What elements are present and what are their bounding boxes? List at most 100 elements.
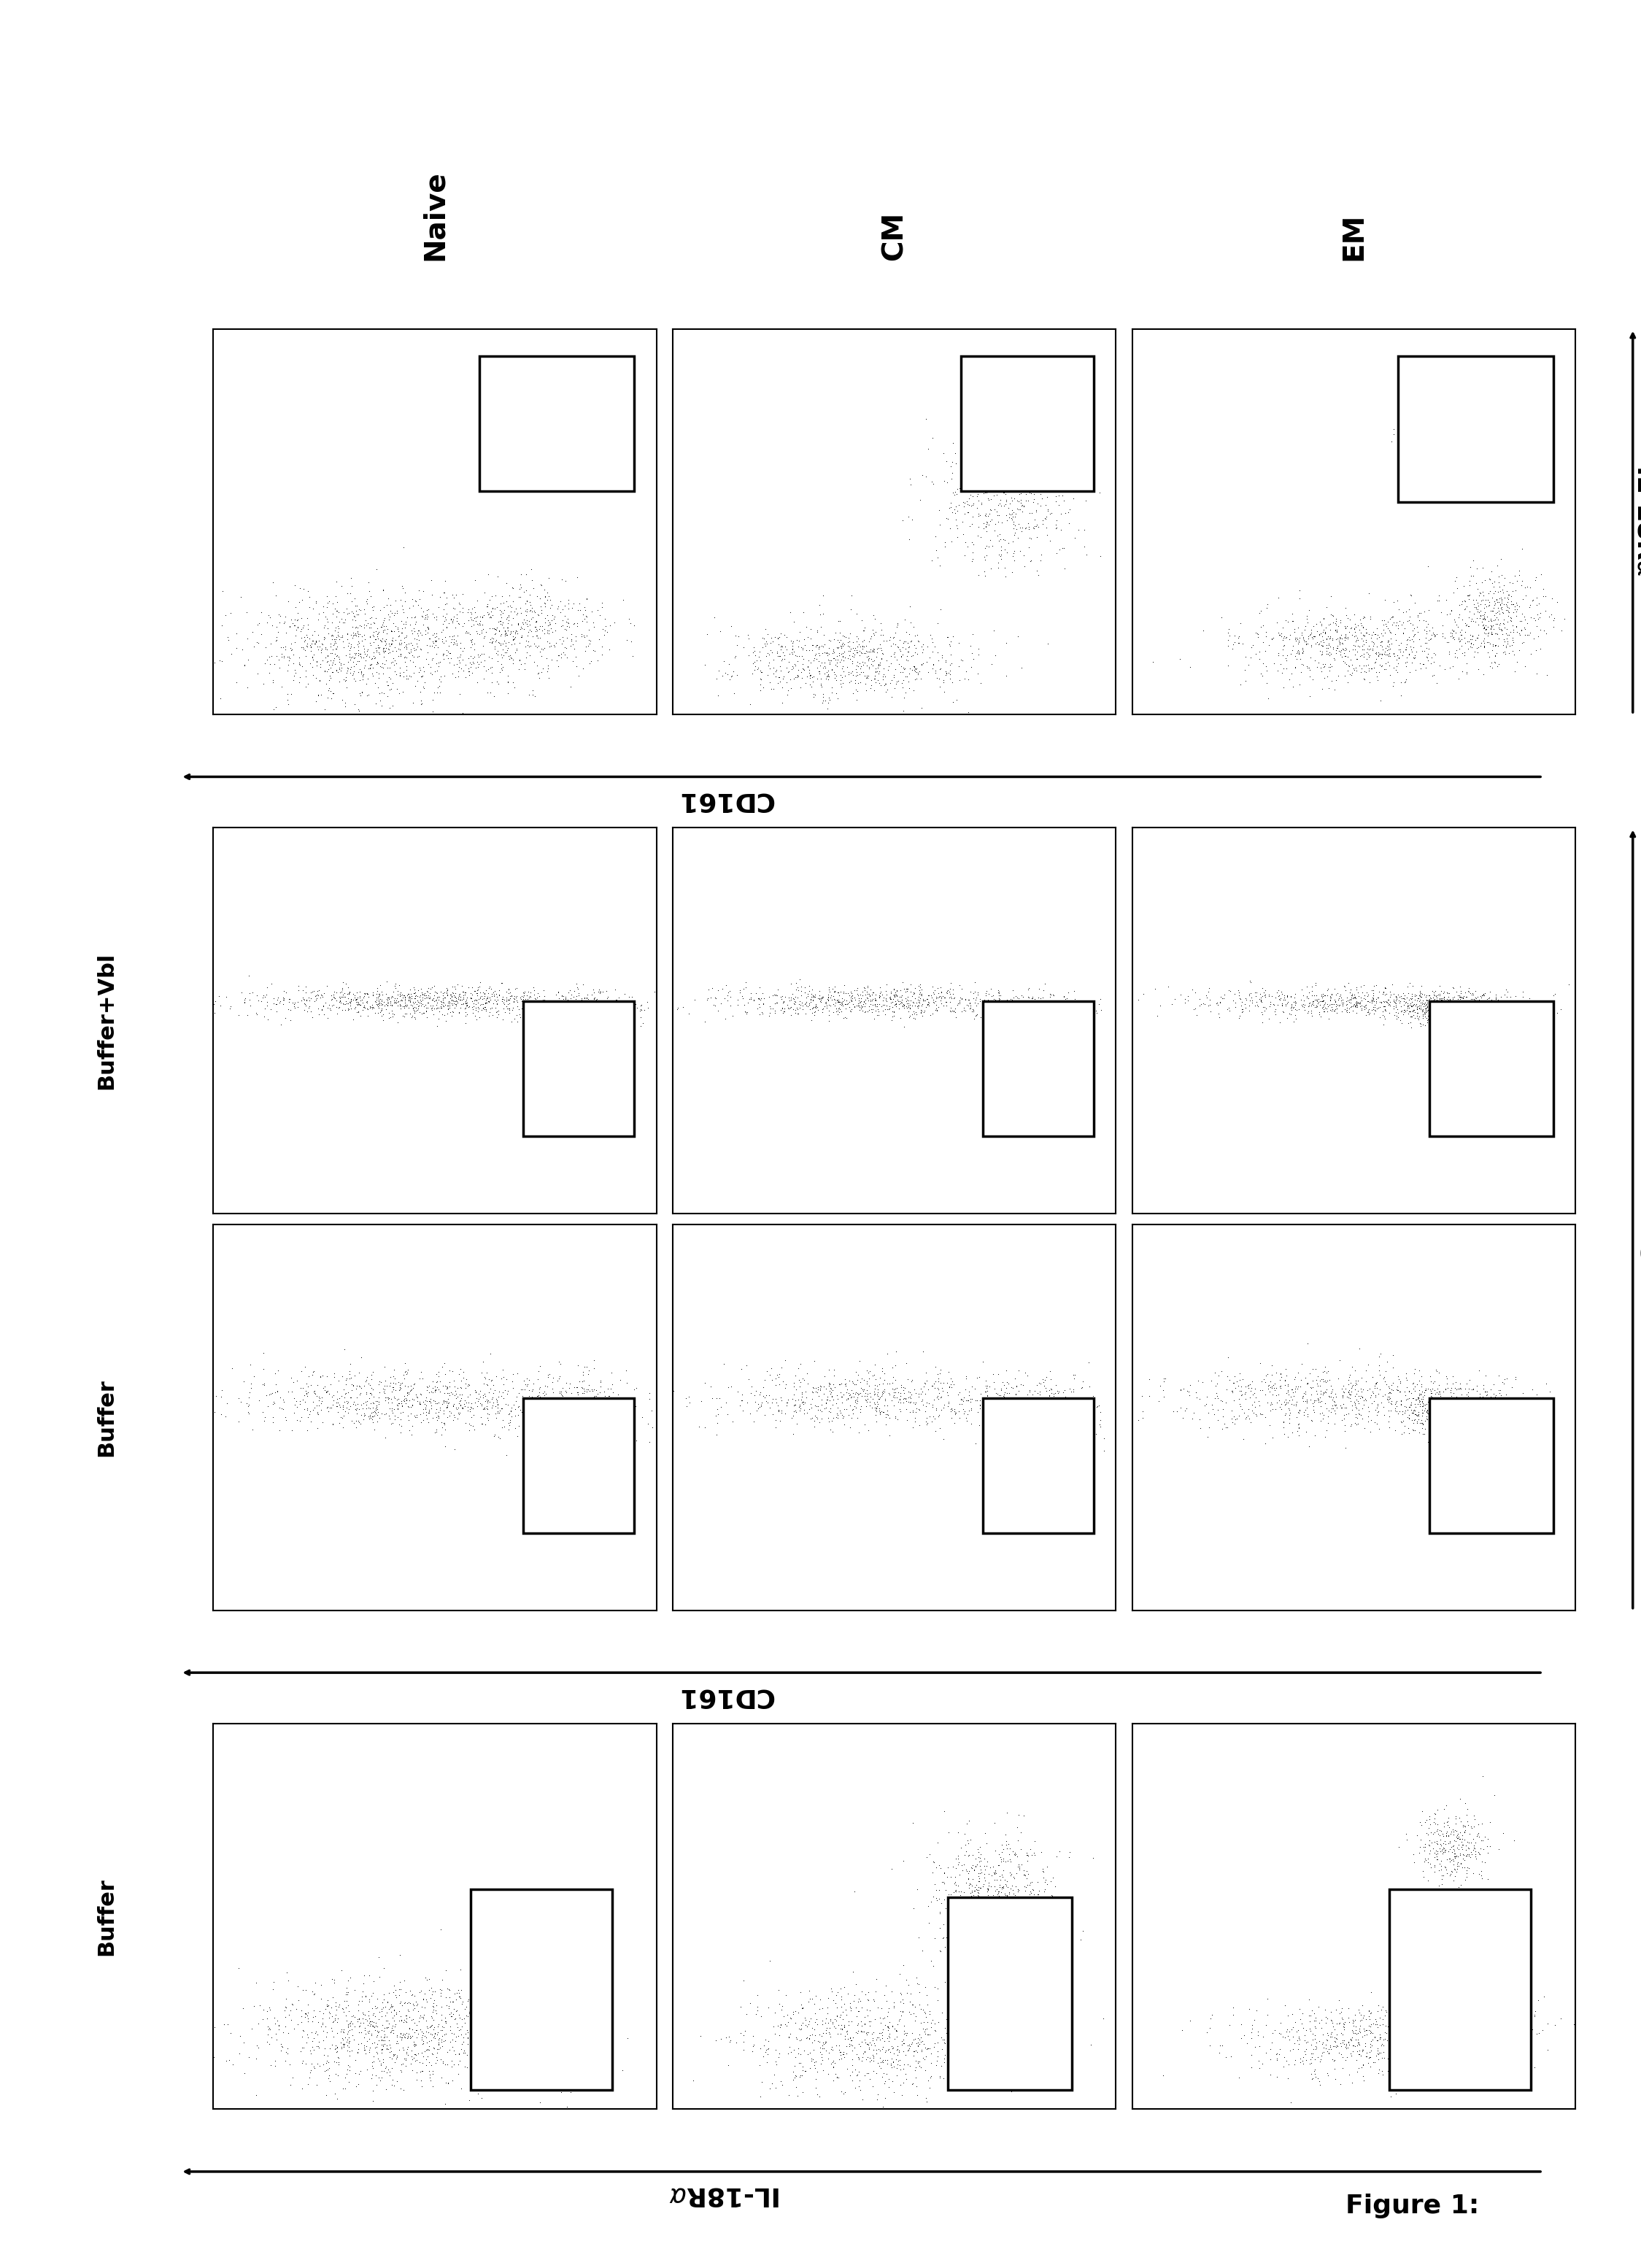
Point [939,993,965,1030]
Point [1283,642,1310,678]
Bar [983,1397,1095,1533]
Point [1045,993,1072,1030]
Point [325,608,351,644]
Point [832,987,858,1023]
Point [373,1381,399,1418]
Point [1460,1828,1487,1864]
Point [1387,1374,1413,1411]
Point [1439,1370,1465,1406]
Point [1219,1372,1246,1408]
Point [1267,1361,1293,1397]
Point [1067,1420,1093,1456]
Point [1456,989,1482,1025]
Point [330,978,356,1014]
Point [904,655,930,692]
Point [1375,603,1401,640]
Point [507,982,533,1018]
Point [1456,578,1482,615]
Point [870,1372,896,1408]
Point [1272,2019,1298,2055]
Point [333,637,359,674]
Point [487,635,514,671]
Point [335,2014,361,2050]
Point [1308,653,1334,689]
Point [1438,1826,1464,1862]
Point [909,1932,935,1969]
Point [373,642,399,678]
Point [1415,991,1441,1027]
Point [297,633,323,669]
Point [277,631,304,667]
Point [891,651,917,687]
Point [297,973,323,1009]
Point [1306,2043,1332,2080]
Point [837,982,863,1018]
Point [428,973,455,1009]
Point [356,2032,382,2068]
Text: Figure 1:: Figure 1: [1346,2193,1479,2218]
Point [801,1343,827,1379]
Point [976,996,1003,1032]
Point [527,619,553,655]
Point [896,998,922,1034]
Point [1024,1000,1050,1036]
Point [427,674,453,710]
Point [379,2012,405,2048]
Point [455,592,481,628]
Point [371,572,397,608]
Point [899,637,926,674]
Point [1342,624,1369,660]
Point [1290,2009,1316,2046]
Point [487,585,514,621]
Point [883,662,909,699]
Point [418,2007,445,2043]
Point [1387,1002,1413,1039]
Point [1346,1406,1372,1442]
Point [1460,1370,1487,1406]
Point [789,1989,816,2025]
Point [757,989,783,1025]
Point [1295,1397,1321,1433]
Point [1416,612,1442,649]
Point [1385,996,1411,1032]
Point [1416,1005,1442,1041]
Point [1449,980,1475,1016]
Point [243,1964,269,2000]
Point [1431,1402,1457,1438]
Point [612,984,638,1021]
Point [980,996,1006,1032]
Point [527,1386,553,1422]
Point [1485,1393,1511,1429]
Point [497,637,523,674]
Point [563,624,589,660]
Point [1277,996,1303,1032]
Point [1249,2046,1275,2082]
Point [1247,980,1273,1016]
Point [1031,1851,1057,1887]
Point [542,1987,568,2023]
Point [962,1901,988,1937]
Point [422,973,448,1009]
Point [1357,1379,1383,1415]
Point [761,658,788,694]
Point [1426,408,1452,445]
Point [889,653,916,689]
Point [798,621,824,658]
Point [1103,982,1129,1018]
Point [1406,1372,1433,1408]
Point [865,987,891,1023]
Point [958,401,985,438]
Point [801,640,827,676]
Point [660,1406,686,1442]
Point [1487,984,1513,1021]
Point [400,1365,427,1402]
Point [1446,1402,1472,1438]
Point [765,2007,791,2043]
Point [1039,1000,1065,1036]
Point [1454,1009,1480,1046]
Point [578,989,604,1025]
Point [975,404,1001,440]
Point [1029,1941,1055,1978]
Point [1465,2014,1492,2050]
Point [269,635,295,671]
